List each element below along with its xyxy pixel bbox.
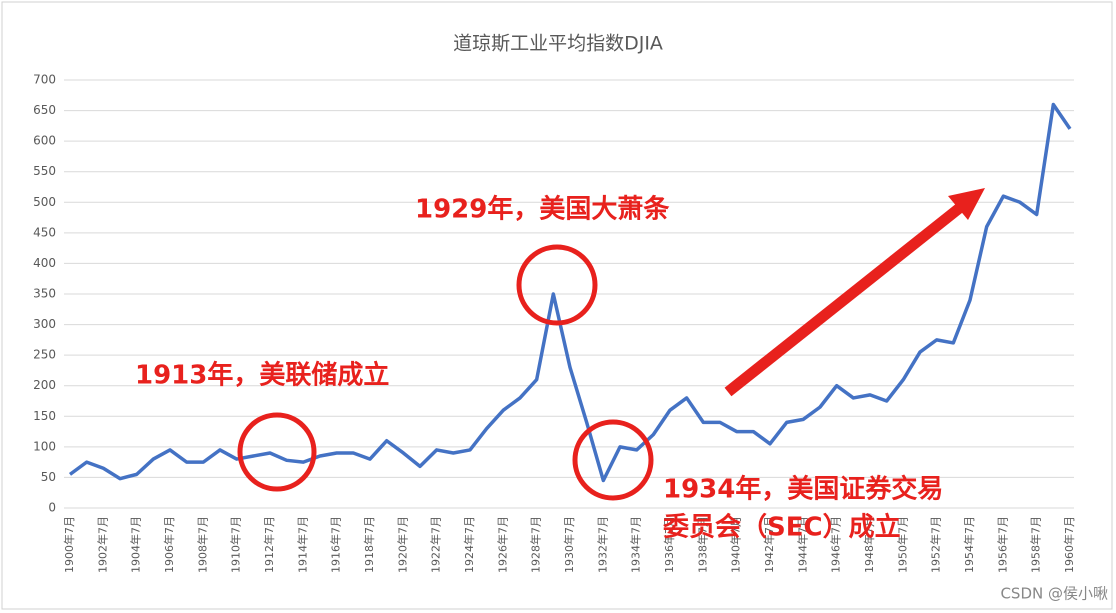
y-tick-label: 300: [33, 317, 56, 331]
x-tick-label: 1904年7月: [129, 516, 143, 573]
annotation: 1929年，美国大萧条: [415, 194, 670, 225]
highlight-circle: [572, 419, 654, 501]
x-tick-label: 1928年7月: [529, 516, 543, 573]
highlight-circle: [237, 412, 317, 492]
y-tick-label: 50: [41, 470, 56, 484]
arrow-head: [948, 188, 985, 220]
y-tick-label: 450: [33, 225, 56, 239]
x-tick-label: 1944年7月: [795, 516, 809, 573]
highlight-circle: [516, 244, 598, 326]
x-tick-label: 1960年7月: [1062, 516, 1076, 573]
chart-title: 道琼斯工业平均指数DJIA: [453, 33, 663, 55]
x-tick-label: 1948年7月: [862, 516, 876, 573]
x-tick-label: 1908年7月: [195, 516, 209, 573]
x-tick-label: 1916年7月: [329, 516, 343, 573]
y-tick-label: 150: [33, 409, 56, 423]
annotation: 委员会（SEC）成立: [663, 512, 901, 543]
y-tick-label: 200: [33, 378, 56, 392]
y-tick-label: 500: [33, 195, 56, 209]
x-tick-label: 1938年7月: [695, 516, 709, 573]
x-tick-label: 1942年7月: [762, 516, 776, 573]
x-tick-label: 1922年7月: [429, 516, 443, 573]
x-tick-label: 1940年7月: [729, 516, 743, 573]
x-tick-label: 1906年7月: [162, 516, 176, 573]
x-tick-label: 1936年7月: [662, 516, 676, 573]
x-tick-label: 1946年7月: [829, 516, 843, 573]
x-tick-label: 1954年7月: [962, 516, 976, 573]
y-tick-label: 400: [33, 256, 56, 270]
x-tick-label: 1914年7月: [295, 516, 309, 573]
y-tick-label: 0: [48, 501, 56, 515]
y-tick-label: 700: [33, 73, 56, 87]
x-tick-label: 1930年7月: [562, 516, 576, 573]
data-line: [68, 102, 1072, 483]
watermark: CSDN @侯小啾: [1000, 585, 1108, 603]
x-tick-label: 1926年7月: [495, 516, 509, 573]
x-tick-label: 1920年7月: [395, 516, 409, 573]
x-tick-label: 1924年7月: [462, 516, 476, 573]
annotation: 1934年，美国证券交易: [663, 474, 943, 505]
x-tick-label: 1918年7月: [362, 516, 376, 573]
y-tick-label: 100: [33, 439, 56, 453]
annotation: 1913年，美联储成立: [135, 360, 389, 391]
x-tick-label: 1910年7月: [229, 516, 243, 573]
x-tick-label: 1956年7月: [995, 516, 1009, 573]
x-tick-label: 1902年7月: [95, 516, 109, 573]
y-tick-label: 600: [33, 134, 56, 148]
x-tick-label: 1950年7月: [895, 516, 909, 573]
x-tick-label: 1912年7月: [262, 516, 276, 573]
x-tick-label: 1932年7月: [595, 516, 609, 573]
y-tick-label: 250: [33, 348, 56, 362]
trend-arrow: [724, 201, 966, 397]
y-tick-label: 650: [33, 103, 56, 117]
x-tick-label: 1900年7月: [62, 516, 76, 573]
x-tick-label: 1958年7月: [1029, 516, 1043, 573]
x-tick-label: 1952年7月: [929, 516, 943, 573]
annotation-shapes: [237, 188, 985, 501]
x-tick-label: 1934年7月: [629, 516, 643, 573]
y-tick-label: 350: [33, 287, 56, 301]
y-tick-label: 550: [33, 164, 56, 178]
